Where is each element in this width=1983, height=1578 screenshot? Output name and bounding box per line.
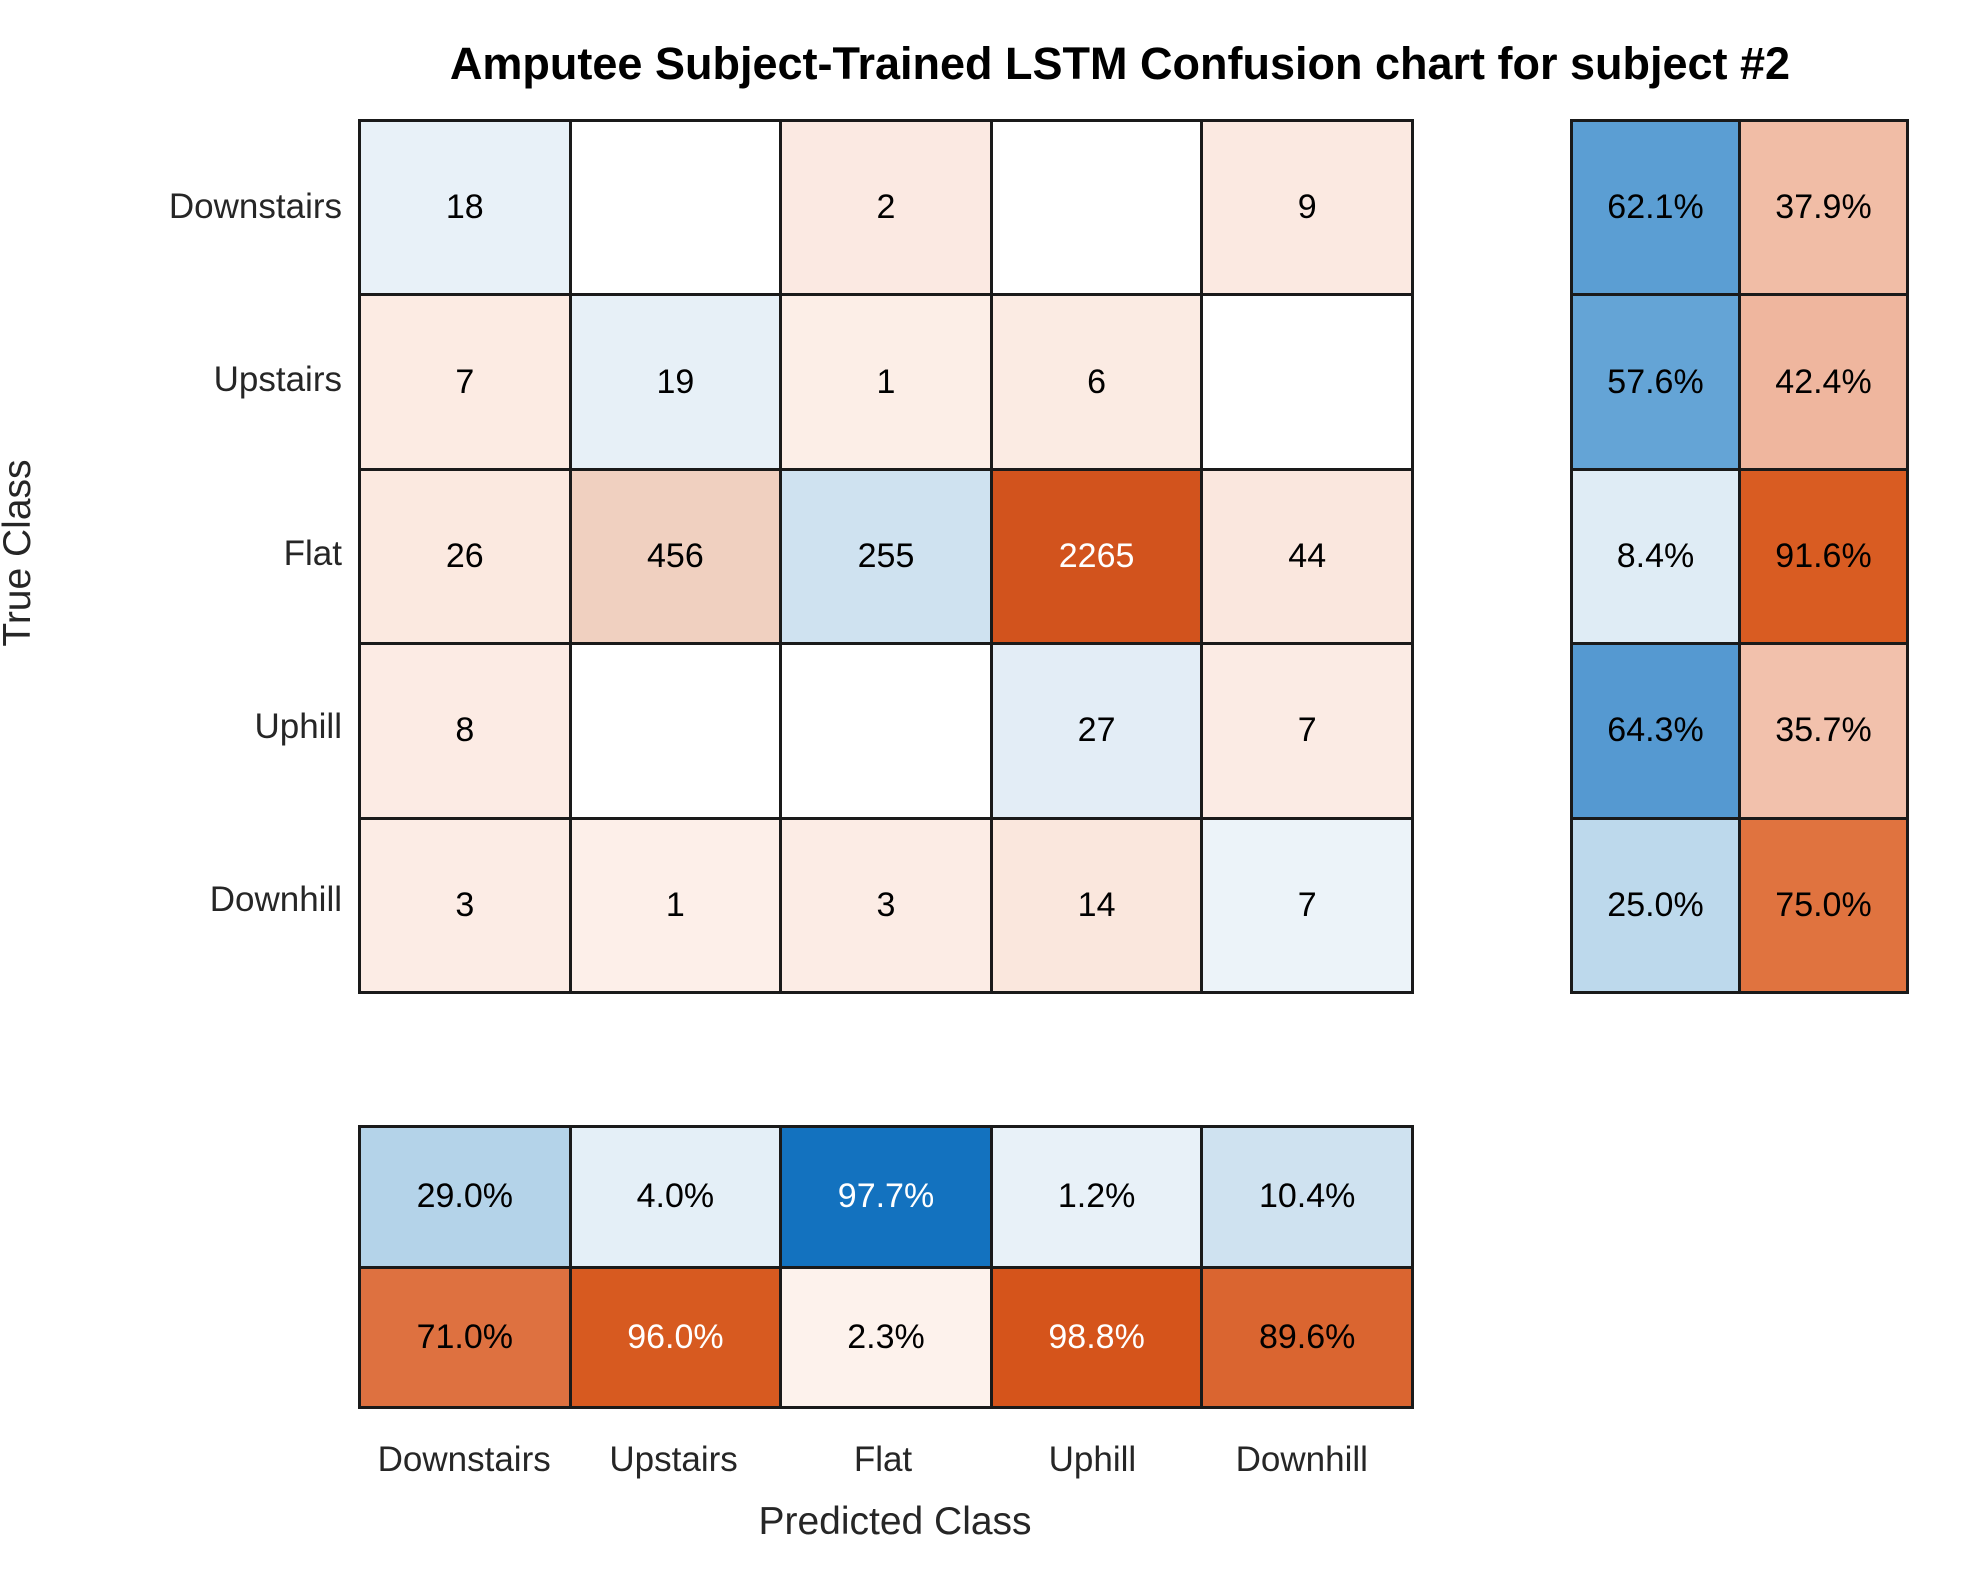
- row-summary-cell: 57.6%: [1573, 296, 1738, 468]
- col-summary-cell: 97.7%: [782, 1128, 990, 1266]
- row-summary-cell: 8.4%: [1573, 470, 1738, 643]
- column-normalized-summary-grid: 29.0% 4.0% 97.7% 1.2% 10.4% 71.0% 96.0% 2.3% 98.…: [358, 1125, 1414, 1409]
- matrix-cell: 8: [361, 645, 569, 817]
- y-tick-label: Downhill: [209, 879, 342, 919]
- matrix-cell: 26: [361, 470, 569, 643]
- matrix-cell: 456: [571, 470, 780, 643]
- y-tick-label: Upstairs: [213, 360, 342, 400]
- col-summary-cell: 4.0%: [571, 1128, 780, 1266]
- row-summary-cell: 62.1%: [1573, 122, 1738, 294]
- row-normalized-summary-grid: 62.1% 37.9% 57.6% 42.4% 8.4% 91.6% 64.3% 35.7% 2…: [1570, 119, 1909, 994]
- matrix-cell: 9: [1203, 122, 1411, 294]
- x-tick-label: Upstairs: [609, 1440, 738, 1479]
- row-summary-cell: 75.0%: [1741, 819, 1906, 991]
- matrix-cell: [782, 645, 990, 817]
- col-summary-cell: 2.3%: [782, 1268, 990, 1406]
- confusion-matrix-grid: 18 2 9 7 19 1 6 26 456 255 2265 44 8 27 7 3 1 3 14 7: [358, 119, 1414, 994]
- matrix-cell: 3: [782, 819, 990, 991]
- col-summary-cell: 98.8%: [992, 1268, 1201, 1406]
- matrix-cell: 1: [571, 819, 780, 991]
- row-summary-cell: 91.6%: [1741, 470, 1906, 643]
- matrix-cell: [992, 122, 1201, 294]
- col-summary-cell: 89.6%: [1203, 1268, 1411, 1406]
- y-tick-label: Downstairs: [168, 187, 342, 227]
- matrix-cell: 2265: [992, 470, 1201, 643]
- col-summary-cell: 10.4%: [1203, 1128, 1411, 1266]
- row-summary-cell: 42.4%: [1741, 296, 1906, 468]
- matrix-cell: 7: [1203, 819, 1411, 991]
- matrix-cell: [571, 645, 780, 817]
- col-summary-cell: 71.0%: [361, 1268, 569, 1406]
- matrix-cell: 7: [361, 296, 569, 468]
- y-tick-label: Uphill: [254, 706, 342, 746]
- y-tick-label: Flat: [283, 533, 342, 573]
- row-summary-cell: 64.3%: [1573, 645, 1738, 817]
- matrix-cell: 6: [992, 296, 1201, 468]
- matrix-cell: [571, 122, 780, 294]
- row-summary-cell: 37.9%: [1741, 122, 1906, 294]
- x-tick-label: Downhill: [1235, 1440, 1368, 1479]
- x-tick-label: Downstairs: [377, 1440, 551, 1479]
- matrix-cell: 3: [361, 819, 569, 991]
- x-axis-title: Predicted Class: [758, 1500, 1032, 1543]
- matrix-cell: 2: [782, 122, 990, 294]
- y-axis-title: True Class: [0, 459, 39, 647]
- matrix-cell: 44: [1203, 470, 1411, 643]
- row-summary-cell: 25.0%: [1573, 819, 1738, 991]
- row-summary-cell: 35.7%: [1741, 645, 1906, 817]
- matrix-cell: [1203, 296, 1411, 468]
- col-summary-cell: 29.0%: [361, 1128, 569, 1266]
- col-summary-cell: 96.0%: [571, 1268, 780, 1406]
- matrix-cell: 27: [992, 645, 1201, 817]
- matrix-cell: 7: [1203, 645, 1411, 817]
- x-tick-label: Uphill: [1048, 1440, 1137, 1479]
- col-summary-cell: 1.2%: [992, 1128, 1201, 1266]
- matrix-cell: 14: [992, 819, 1201, 991]
- matrix-cell: 255: [782, 470, 990, 643]
- x-tick-label: Flat: [853, 1440, 913, 1479]
- chart-title: Amputee Subject-Trained LSTM Confusion c…: [449, 38, 1791, 89]
- matrix-cell: 1: [782, 296, 990, 468]
- matrix-cell: 18: [361, 122, 569, 294]
- matrix-cell: 19: [571, 296, 780, 468]
